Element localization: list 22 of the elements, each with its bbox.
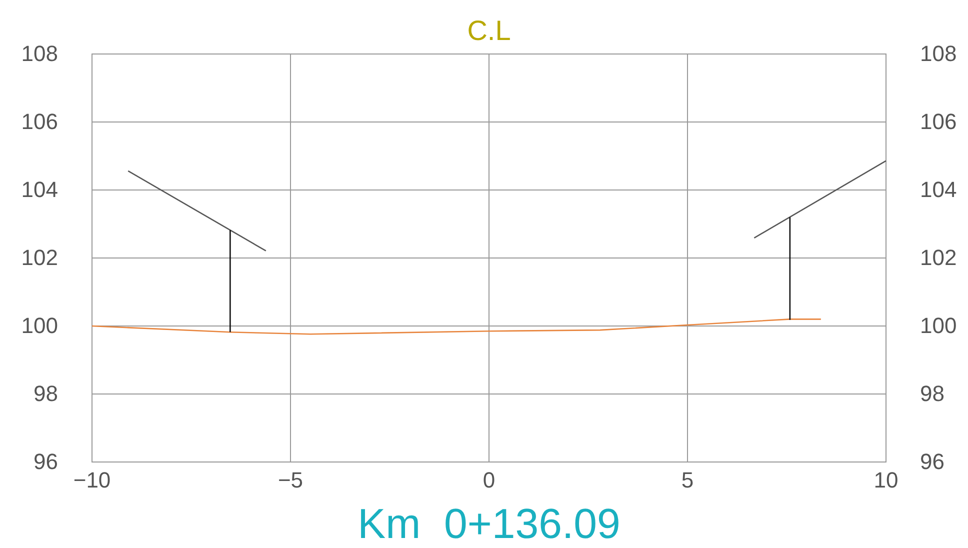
text: Km 0+136.09 — [358, 500, 620, 547]
y2-tick-label: 96 — [920, 449, 944, 474]
y2-tick-label: 108 — [920, 41, 957, 66]
y-tick-label: 100 — [21, 313, 58, 338]
y2-tick-label: 100 — [920, 313, 957, 338]
y-tick-label: 96 — [34, 449, 58, 474]
x-tick-label: 5 — [681, 468, 694, 493]
y-tick-label: 98 — [34, 381, 58, 406]
y-tick-label: 106 — [21, 109, 58, 134]
chart-title: C.L — [467, 15, 511, 46]
y-tick-label: 102 — [21, 245, 58, 270]
x-tick-label: −5 — [278, 468, 304, 493]
x-tick-label: 10 — [874, 468, 898, 493]
y2-tick-label: 102 — [920, 245, 957, 270]
line-series — [91, 318, 822, 335]
y2-tick-label: 106 — [920, 109, 957, 134]
y2-tick-label: 104 — [920, 177, 957, 202]
y2-tick-label: 98 — [920, 381, 944, 406]
y-tick-label: 104 — [21, 177, 58, 202]
x-tick-label: 0 — [482, 468, 496, 493]
x-tick-label: −10 — [73, 468, 111, 493]
y-tick-label: 108 — [21, 41, 58, 66]
